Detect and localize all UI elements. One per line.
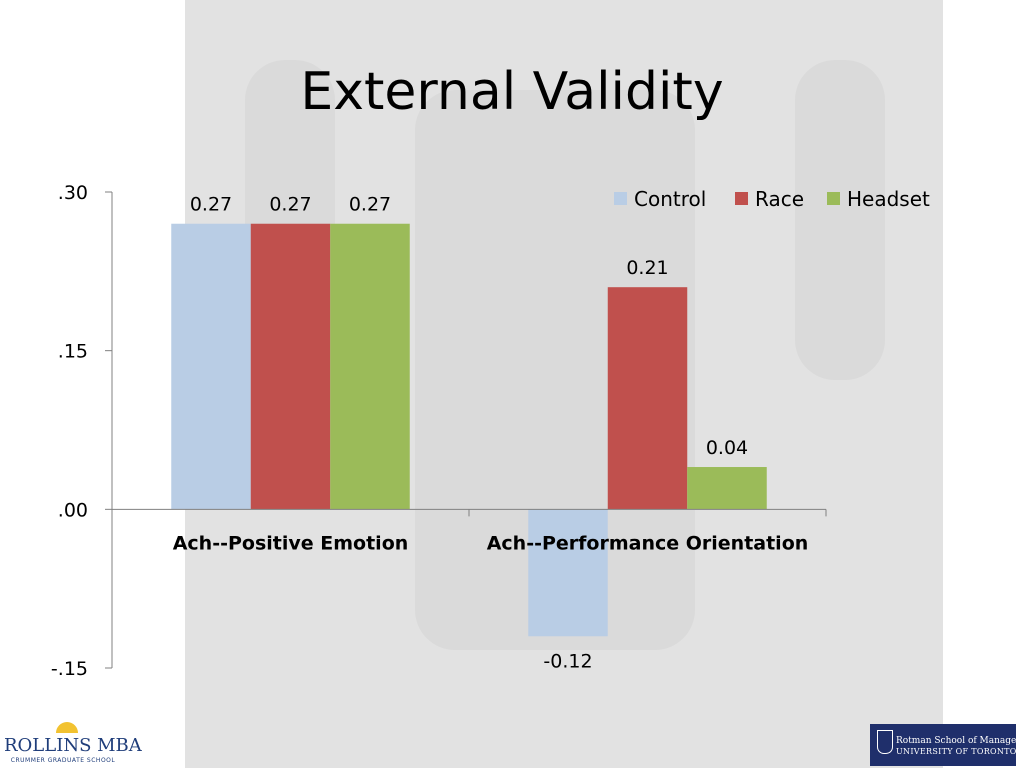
y-tick-label: -.15: [51, 658, 88, 680]
legend-swatch-headset: [827, 192, 840, 205]
bar-headset-2: [687, 467, 767, 510]
crest-icon: [877, 730, 893, 754]
bar-headset-1: [330, 223, 410, 510]
data-label-race-1: 0.27: [269, 194, 311, 216]
y-tick-label: .00: [58, 499, 88, 521]
rotman-logo-subtext: UNIVERSITY OF TORONTO: [896, 747, 1017, 756]
rollins-logo-text: ROLLINS MBA: [4, 735, 142, 756]
rollins-logo-subtext: CRUMMER GRADUATE SCHOOL: [10, 757, 116, 764]
slide-title: External Validity: [300, 62, 724, 122]
bar-control-2: [528, 509, 608, 637]
rotman-logo-text: Rotman School of Management: [896, 736, 1024, 746]
data-label-headset-1: 0.27: [349, 194, 391, 216]
legend-swatch-race: [735, 192, 748, 205]
data-label-headset-2: 0.04: [706, 437, 748, 459]
rotman-logo: Rotman School of Management UNIVERSITY O…: [870, 724, 1024, 766]
data-label-control-1: 0.27: [190, 194, 232, 216]
category-label: Ach--Positive Emotion: [173, 532, 409, 554]
category-label: Ach--Performance Orientation: [487, 532, 809, 554]
y-tick-label: .15: [58, 341, 88, 363]
bar-control-1: [171, 223, 251, 510]
sun-icon: [56, 722, 78, 733]
bar-race-1: [250, 223, 331, 510]
data-label-control-2: -0.12: [543, 650, 592, 672]
rollins-mba-logo: ROLLINS MBA CRUMMER GRADUATE SCHOOL: [4, 722, 142, 766]
bar-race-2: [607, 287, 688, 510]
y-tick-label: .30: [58, 182, 88, 204]
legend-label-control: Control: [634, 187, 706, 211]
data-label-race-2: 0.21: [626, 257, 668, 279]
legend-label-headset: Headset: [847, 187, 930, 211]
legend-swatch-control: [614, 192, 627, 205]
background-arm-shape: [795, 60, 885, 380]
legend-label-race: Race: [755, 187, 804, 211]
